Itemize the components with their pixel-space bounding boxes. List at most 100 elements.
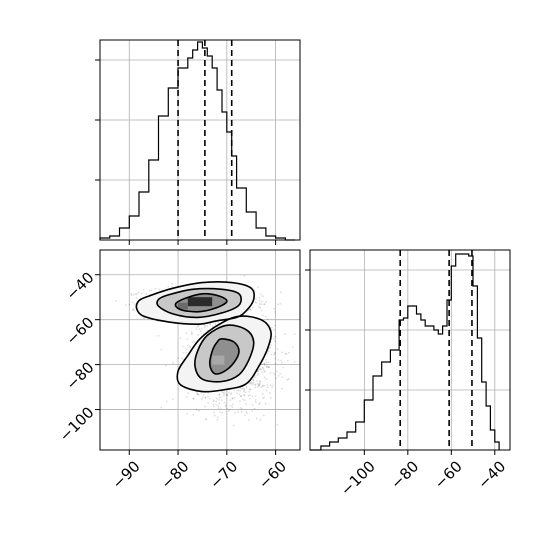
scatter-point xyxy=(236,411,239,414)
scatter-point xyxy=(204,405,207,408)
scatter-point xyxy=(284,333,287,335)
density-contours xyxy=(135,281,272,393)
scatter-point xyxy=(279,372,281,375)
scatter-point xyxy=(259,293,262,296)
scatter-point xyxy=(276,424,279,426)
scatter-point xyxy=(273,324,276,327)
scatter-point xyxy=(192,414,195,416)
scatter-point xyxy=(229,405,232,407)
scatter-point xyxy=(275,370,278,372)
scatter-point xyxy=(204,396,207,399)
scatter-point xyxy=(259,307,262,309)
scatter-point xyxy=(221,399,223,401)
scatter-point xyxy=(274,377,277,380)
scatter-point xyxy=(273,328,276,331)
scatter-point xyxy=(258,382,260,385)
scatter-point xyxy=(233,396,236,399)
scatter-point xyxy=(221,391,224,394)
scatter-point xyxy=(227,410,230,412)
scatter-point xyxy=(132,308,135,311)
scatter-point xyxy=(143,317,145,319)
quantile-lines xyxy=(399,250,473,450)
scatter-point xyxy=(223,401,226,404)
scatter-point xyxy=(257,384,260,387)
tick-marks xyxy=(95,274,277,455)
scatter-point xyxy=(259,383,261,385)
scatter-point xyxy=(177,357,180,359)
scatter-point xyxy=(226,407,228,410)
scatter-point xyxy=(287,378,290,380)
scatter-point xyxy=(158,288,161,291)
scatter-point xyxy=(230,392,233,394)
tick-labels: −100 −80 −60 −40 xyxy=(337,457,509,499)
histogram-x xyxy=(99,41,296,241)
scatter-point xyxy=(243,414,246,417)
scatter-point xyxy=(245,402,248,405)
scatter-point xyxy=(256,370,259,373)
grid xyxy=(310,250,510,450)
scatter-point xyxy=(215,400,218,403)
scatter-point xyxy=(201,328,203,330)
scatter-point xyxy=(204,418,207,420)
scatter-point xyxy=(267,350,270,353)
scatter-point xyxy=(198,409,200,412)
scatter-point xyxy=(265,378,268,381)
contour-line-middle xyxy=(156,287,242,319)
scatter-point xyxy=(261,300,263,303)
scatter-point xyxy=(203,326,206,329)
scatter-point xyxy=(274,352,276,354)
scatter-point xyxy=(185,395,188,398)
scatter-point xyxy=(280,361,283,364)
scatter-point xyxy=(260,309,263,312)
scatter-point xyxy=(193,340,196,343)
scatter-point xyxy=(242,398,245,401)
scatter-point xyxy=(254,395,257,398)
scatter-point xyxy=(239,390,242,392)
scatter-point xyxy=(217,407,220,409)
scatter-point xyxy=(249,382,252,385)
scatter-point xyxy=(167,285,170,288)
scatter-point xyxy=(213,405,215,408)
scatter-point xyxy=(171,286,174,288)
scatter-point xyxy=(218,393,221,396)
scatter-point xyxy=(197,393,200,396)
scatter-point xyxy=(279,303,282,305)
scatter-point xyxy=(232,424,235,427)
scatter-point xyxy=(189,345,192,348)
scatter-point xyxy=(135,293,138,295)
scatter-point xyxy=(258,306,260,308)
scatter-point xyxy=(274,335,277,338)
scatter-point xyxy=(252,381,255,384)
density-image xyxy=(136,281,272,392)
scatter-point xyxy=(231,406,234,408)
scatter-point xyxy=(276,348,279,350)
scatter-point xyxy=(221,412,224,414)
x-tick-label: −90 xyxy=(109,457,144,492)
scatter-point xyxy=(274,310,276,313)
scatter-point xyxy=(268,392,271,394)
scatter-point xyxy=(264,402,267,405)
scatter-point xyxy=(206,325,209,327)
scatter-point xyxy=(263,396,266,399)
scatter-point xyxy=(256,380,258,382)
scatter-point xyxy=(291,346,294,348)
scatter-point xyxy=(255,417,258,420)
quantile-lines xyxy=(177,40,233,240)
grid xyxy=(100,250,300,450)
scatter-point xyxy=(263,385,266,387)
x-tick-label: −70 xyxy=(206,457,241,492)
scatter-point xyxy=(277,359,280,361)
scatter-point xyxy=(254,401,257,403)
scatter-point xyxy=(209,323,212,326)
scatter-point xyxy=(223,391,226,393)
scatter-point xyxy=(252,378,255,381)
scatter-point xyxy=(242,394,245,396)
scatter-point xyxy=(130,294,133,296)
scatter-point xyxy=(217,405,220,407)
scatter-point xyxy=(157,334,160,337)
scatter-point xyxy=(192,397,195,400)
scatter-point xyxy=(258,380,261,383)
axes-frame xyxy=(99,39,301,241)
scatter-point xyxy=(261,393,264,395)
scatter-point xyxy=(216,418,219,421)
